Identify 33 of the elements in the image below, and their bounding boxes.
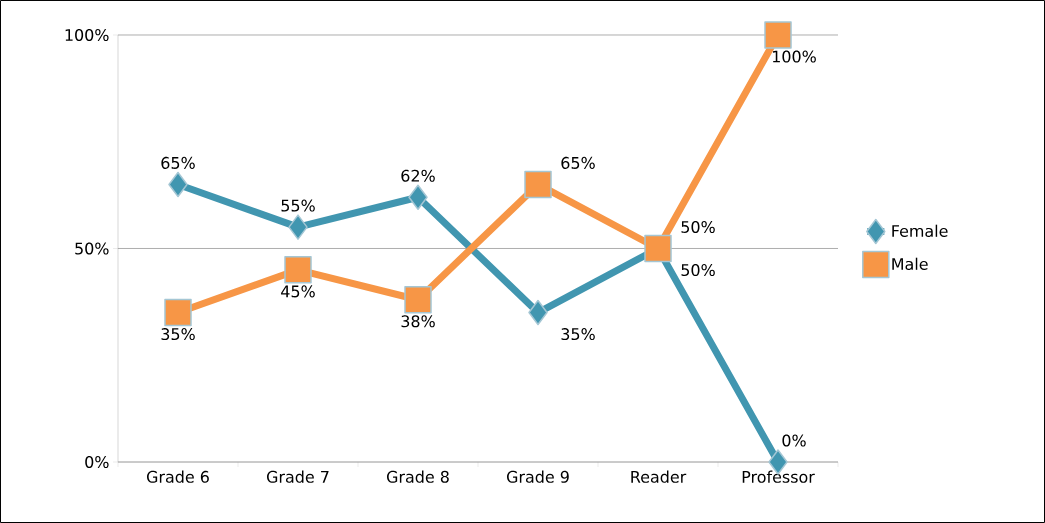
y-tick-label: 100%: [65, 28, 109, 42]
data-label: 35%: [561, 328, 595, 341]
legend-label: Female: [892, 224, 948, 238]
data-label: 0%: [782, 434, 806, 447]
point: [764, 21, 792, 49]
data-label: 62%: [401, 169, 435, 182]
x-tick-label: Grade 7: [266, 470, 329, 483]
x-tick-label: Reader: [631, 470, 687, 483]
data-label: 65%: [161, 156, 195, 169]
x-tick-label: Grade 6: [146, 470, 209, 483]
data-label: 45%: [281, 285, 315, 298]
point: [288, 214, 308, 240]
point: [408, 184, 428, 210]
point: [168, 171, 188, 198]
data-label: 50%: [681, 264, 715, 277]
data-label: 50%: [681, 220, 715, 233]
point: [644, 234, 672, 263]
data-label: 55%: [281, 199, 315, 212]
point: [528, 299, 548, 326]
data-label: 100%: [772, 50, 816, 63]
x-tick-label: Grade 8: [386, 470, 449, 483]
data-label: 65%: [561, 156, 595, 169]
y-tick-label: 0%: [85, 455, 109, 469]
point: [284, 256, 312, 284]
data-label: 35%: [161, 328, 195, 341]
legend-label: Male: [892, 257, 928, 271]
x-tick-label: Professor: [742, 470, 815, 483]
data-label: 38%: [401, 315, 435, 328]
point: [404, 285, 432, 314]
point: [524, 170, 552, 199]
y-tick-label: 50%: [75, 242, 109, 255]
x-tick-label: Grade 9: [506, 470, 569, 483]
point: [164, 298, 192, 327]
